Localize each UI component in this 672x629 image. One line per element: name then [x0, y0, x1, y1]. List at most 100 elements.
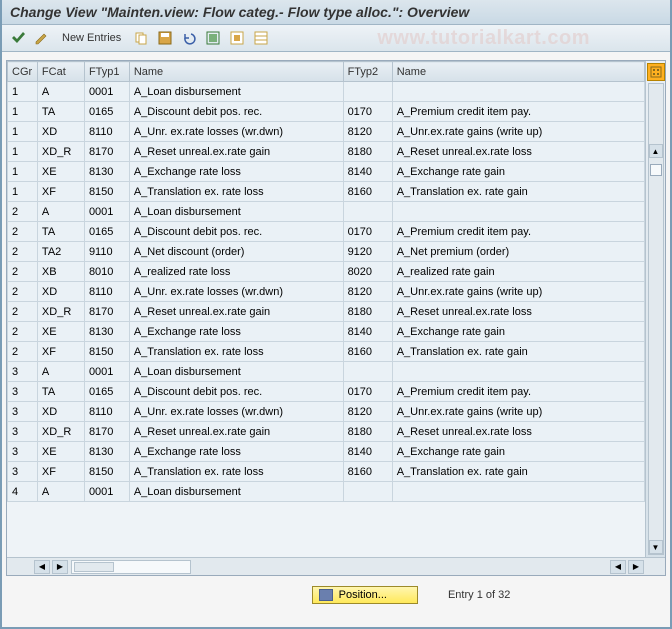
cell[interactable]: TA2	[37, 242, 84, 262]
scroll-right2-icon[interactable]: ▶	[628, 560, 644, 574]
cell[interactable]: 8010	[84, 262, 129, 282]
table-row[interactable]: 3XD_R8170A_Reset unreal.ex.rate gain8180…	[8, 422, 645, 442]
cell[interactable]: 9120	[343, 242, 392, 262]
cell[interactable]: A_Translation ex. rate gain	[392, 182, 644, 202]
cell[interactable]: A_Premium credit item pay.	[392, 102, 644, 122]
cell[interactable]: 8120	[343, 122, 392, 142]
cell[interactable]: 4	[8, 482, 38, 502]
cell[interactable]: A_Unr.ex.rate gains (write up)	[392, 122, 644, 142]
cell[interactable]: A_Loan disbursement	[129, 82, 343, 102]
cell[interactable]: A_Translation ex. rate gain	[392, 342, 644, 362]
scroll-left2-icon[interactable]: ◀	[610, 560, 626, 574]
cell[interactable]: XE	[37, 442, 84, 462]
cell[interactable]: TA	[37, 222, 84, 242]
cell[interactable]	[343, 482, 392, 502]
cell[interactable]: 2	[8, 202, 38, 222]
table-row[interactable]: 4A0001A_Loan disbursement	[8, 482, 645, 502]
cell[interactable]: 0170	[343, 102, 392, 122]
copy-icon[interactable]	[131, 28, 151, 48]
cell[interactable]: A_Net premium (order)	[392, 242, 644, 262]
table-row[interactable]: 2XD_R8170A_Reset unreal.ex.rate gain8180…	[8, 302, 645, 322]
cell[interactable]: 8140	[343, 322, 392, 342]
cell[interactable]: A_Reset unreal.ex.rate loss	[392, 142, 644, 162]
cell[interactable]: 8170	[84, 142, 129, 162]
table-row[interactable]: 3XE8130A_Exchange rate loss8140A_Exchang…	[8, 442, 645, 462]
cell[interactable]: A_Discount debit pos. rec.	[129, 382, 343, 402]
cell[interactable]: A_Translation ex. rate loss	[129, 342, 343, 362]
cell[interactable]: A_Discount debit pos. rec.	[129, 222, 343, 242]
cell[interactable]: 8110	[84, 122, 129, 142]
cell[interactable]: A_Reset unreal.ex.rate loss	[392, 422, 644, 442]
cell[interactable]	[392, 202, 644, 222]
cell[interactable]: A	[37, 482, 84, 502]
cell[interactable]: A	[37, 82, 84, 102]
cell[interactable]: 8160	[343, 182, 392, 202]
cell[interactable]: 3	[8, 382, 38, 402]
cell[interactable]: 8160	[343, 342, 392, 362]
cell[interactable]: 3	[8, 402, 38, 422]
table-row[interactable]: 3XD8110A_Unr. ex.rate losses (wr.dwn)812…	[8, 402, 645, 422]
cell[interactable]: 2	[8, 302, 38, 322]
cell[interactable]: 8170	[84, 422, 129, 442]
cell[interactable]: A_Exchange rate gain	[392, 162, 644, 182]
cell[interactable]: A_Unr.ex.rate gains (write up)	[392, 402, 644, 422]
cell[interactable]: 0170	[343, 382, 392, 402]
table-row[interactable]: 2A0001A_Loan disbursement	[8, 202, 645, 222]
cell[interactable]: A_Translation ex. rate gain	[392, 462, 644, 482]
cell[interactable]: XB	[37, 262, 84, 282]
cell[interactable]: 0001	[84, 362, 129, 382]
table-row[interactable]: 3A0001A_Loan disbursement	[8, 362, 645, 382]
cell[interactable]: A_Premium credit item pay.	[392, 382, 644, 402]
cell[interactable]: A_Reset unreal.ex.rate loss	[392, 302, 644, 322]
table-row[interactable]: 3TA0165A_Discount debit pos. rec.0170A_P…	[8, 382, 645, 402]
cell[interactable]: A_realized rate gain	[392, 262, 644, 282]
table-row[interactable]: 1XD8110A_Unr. ex.rate losses (wr.dwn)812…	[8, 122, 645, 142]
hscroll-thumb[interactable]	[74, 562, 114, 572]
cell[interactable]	[343, 82, 392, 102]
cell[interactable]: XD_R	[37, 142, 84, 162]
cell[interactable]: A_Exchange rate loss	[129, 442, 343, 462]
table-settings-icon[interactable]	[647, 63, 665, 81]
cell[interactable]	[343, 202, 392, 222]
cell[interactable]: 8120	[343, 282, 392, 302]
cell[interactable]: A_Reset unreal.ex.rate gain	[129, 302, 343, 322]
scroll-down-icon[interactable]: ▼	[649, 540, 663, 554]
table-row[interactable]: 1XD_R8170A_Reset unreal.ex.rate gain8180…	[8, 142, 645, 162]
cell[interactable]: 3	[8, 362, 38, 382]
cell[interactable]: 8130	[84, 322, 129, 342]
cell[interactable]: A_Loan disbursement	[129, 482, 343, 502]
cell[interactable]: 8180	[343, 302, 392, 322]
scroll-right-icon[interactable]: ▶	[52, 560, 68, 574]
cell[interactable]: TA	[37, 382, 84, 402]
select-all-icon[interactable]	[203, 28, 223, 48]
cell[interactable]: A	[37, 202, 84, 222]
col-header-0[interactable]: CGr	[8, 62, 38, 82]
cell[interactable]: A_Translation ex. rate loss	[129, 462, 343, 482]
cell[interactable]: TA	[37, 102, 84, 122]
table-row[interactable]: 2XD8110A_Unr. ex.rate losses (wr.dwn)812…	[8, 282, 645, 302]
cell[interactable]	[392, 482, 644, 502]
cell[interactable]: A_Translation ex. rate loss	[129, 182, 343, 202]
cell[interactable]: 0170	[343, 222, 392, 242]
scroll-up-icon[interactable]: ▲	[649, 144, 663, 158]
undo-icon[interactable]	[179, 28, 199, 48]
cell[interactable]: A_Net discount (order)	[129, 242, 343, 262]
cell[interactable]: 8140	[343, 162, 392, 182]
col-header-2[interactable]: FTyp1	[84, 62, 129, 82]
table-row[interactable]: 2XB8010A_realized rate loss8020A_realize…	[8, 262, 645, 282]
cell[interactable]: A	[37, 362, 84, 382]
cell[interactable]: A_Unr. ex.rate losses (wr.dwn)	[129, 402, 343, 422]
cell[interactable]: 9110	[84, 242, 129, 262]
deselect-all-icon[interactable]	[227, 28, 247, 48]
col-header-4[interactable]: FTyp2	[343, 62, 392, 82]
cell[interactable]: 8150	[84, 462, 129, 482]
cell[interactable]: 1	[8, 162, 38, 182]
cell[interactable]: XD	[37, 402, 84, 422]
check-icon[interactable]	[8, 28, 28, 48]
cell[interactable]: XD	[37, 122, 84, 142]
cell[interactable]: 8120	[343, 402, 392, 422]
cell[interactable]: 3	[8, 422, 38, 442]
cell[interactable]: 2	[8, 242, 38, 262]
cell[interactable]: A_Exchange rate gain	[392, 442, 644, 462]
cell[interactable]: 1	[8, 182, 38, 202]
